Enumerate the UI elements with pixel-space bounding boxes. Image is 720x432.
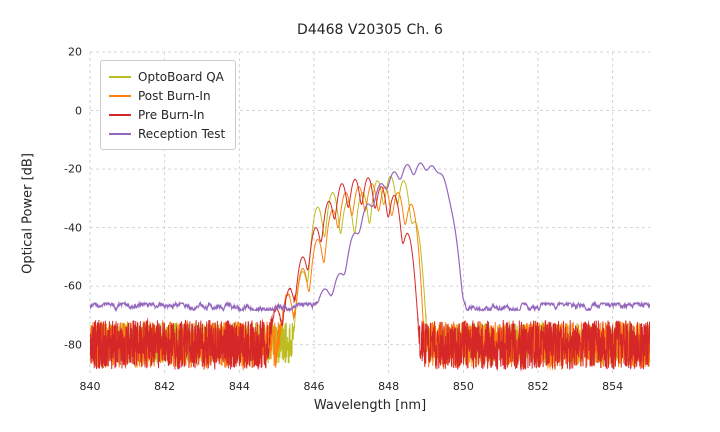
- legend-line-swatch: [109, 132, 131, 135]
- y-tick-label: -80: [64, 338, 82, 352]
- y-axis-label: Optical Power [dB]: [20, 153, 36, 274]
- y-tick-label: 20: [68, 45, 82, 59]
- y-tick-label: -40: [64, 221, 82, 235]
- legend-label: Pre Burn-In: [138, 107, 205, 122]
- x-tick-label: 840: [79, 380, 101, 393]
- x-tick-label: 852: [527, 380, 549, 393]
- legend-label: Reception Test: [138, 126, 226, 141]
- legend: OptoBoard QA Post Burn-In Pre Burn-In Re…: [100, 60, 237, 150]
- legend-label: Post Burn-In: [138, 88, 211, 103]
- legend-line-swatch: [109, 113, 131, 116]
- x-tick-label: 848: [378, 380, 400, 393]
- legend-item-reception-test: Reception Test: [109, 124, 225, 143]
- y-tick-label: -60: [64, 279, 82, 293]
- legend-label: OptoBoard QA: [138, 69, 224, 84]
- legend-line-swatch: [109, 94, 131, 97]
- y-tick-label: 0: [75, 104, 82, 118]
- legend-item-post-burn-in: Post Burn-In: [109, 86, 225, 105]
- x-tick-label: 854: [602, 380, 624, 393]
- legend-item-optoboard-qa: OptoBoard QA: [109, 67, 225, 86]
- x-tick-label: 842: [154, 380, 176, 393]
- x-tick-label: 850: [452, 380, 474, 393]
- x-tick-label: 844: [228, 380, 250, 393]
- legend-line-swatch: [109, 75, 131, 78]
- legend-item-pre-burn-in: Pre Burn-In: [109, 105, 225, 124]
- chart-title: D4468 V20305 Ch. 6: [297, 22, 443, 38]
- y-tick-label: -20: [64, 162, 82, 176]
- x-tick-label: 846: [303, 380, 325, 393]
- x-axis-label: Wavelength [nm]: [313, 398, 427, 413]
